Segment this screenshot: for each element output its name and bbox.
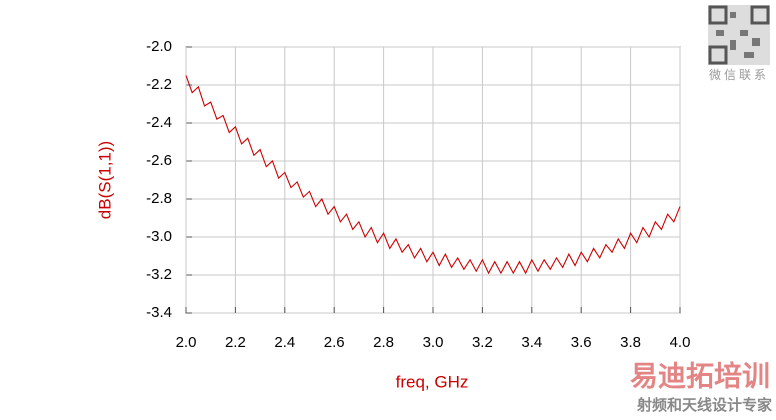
y-tick-label: -3.0 xyxy=(146,228,172,245)
x-tick-label: 2.0 xyxy=(176,334,197,351)
x-axis-label: freq, GHz xyxy=(396,372,469,391)
tagline-watermark: 射频和天线设计专家 xyxy=(636,396,772,414)
x-tick-label: 3.0 xyxy=(423,334,444,351)
y-tick-label: -2.8 xyxy=(146,190,172,207)
x-tick-label: 2.8 xyxy=(373,334,394,351)
brand-watermark: 易迪拓培训 xyxy=(630,359,770,391)
y-tick-label: -2.2 xyxy=(146,76,172,93)
x-tick-label: 4.0 xyxy=(670,334,691,351)
y-tick-label: -3.4 xyxy=(146,304,172,321)
x-tick-label: 3.8 xyxy=(620,334,641,351)
y-tick-label: -3.2 xyxy=(146,266,172,283)
x-tick-label: 3.4 xyxy=(521,334,542,351)
x-tick-label: 3.6 xyxy=(571,334,592,351)
y-tick-label: -2.6 xyxy=(146,152,172,169)
qr-caption: 微信联系 xyxy=(709,68,769,82)
y-tick-label: -2.0 xyxy=(146,38,172,55)
x-tick-label: 2.4 xyxy=(274,334,295,351)
x-tick-label: 2.2 xyxy=(225,334,246,351)
y-tick-label: -2.4 xyxy=(146,114,172,131)
x-tick-label: 2.6 xyxy=(324,334,345,351)
qr-code xyxy=(708,5,770,65)
y-axis-label: dB(S(1,1)) xyxy=(95,141,114,219)
data-line xyxy=(185,75,681,275)
x-tick-label: 3.2 xyxy=(472,334,493,351)
